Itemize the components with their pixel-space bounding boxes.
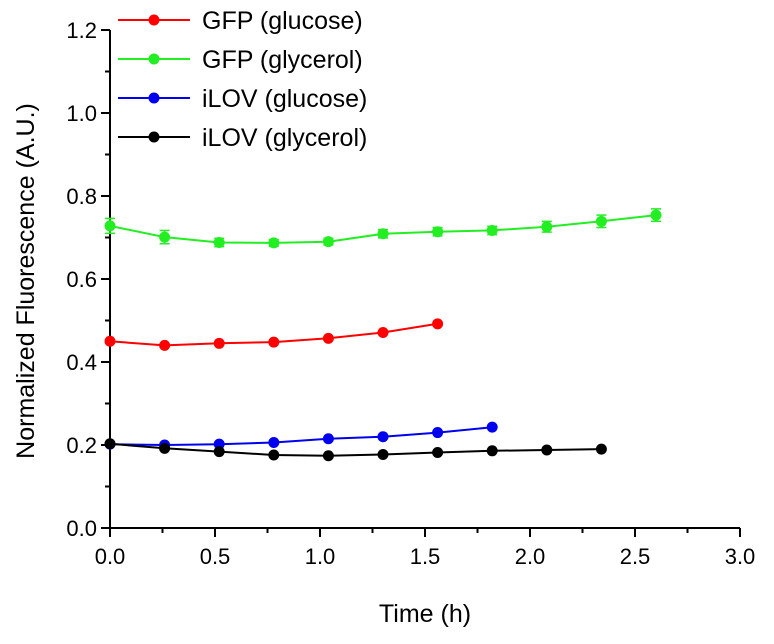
legend-entry-3: iLOV (glycerol) <box>118 124 367 152</box>
legend-entry-0: GFP (glucose) <box>118 7 363 35</box>
data-point <box>268 437 280 449</box>
data-point <box>213 236 225 248</box>
y-tick-label: 0.8 <box>66 184 97 209</box>
x-tick-label: 1.0 <box>305 544 336 569</box>
data-point <box>268 449 280 461</box>
data-point <box>159 442 171 454</box>
legend-label: iLOV (glucose) <box>202 85 367 113</box>
data-point <box>213 337 225 349</box>
data-point <box>486 224 498 236</box>
data-point <box>595 443 607 455</box>
data-point <box>432 226 444 238</box>
data-point <box>104 335 116 347</box>
y-tick-label: 0.2 <box>66 433 97 458</box>
series-3 <box>104 438 607 462</box>
y-tick-label: 0.6 <box>66 267 97 292</box>
data-point <box>541 221 553 233</box>
data-point <box>322 433 334 445</box>
legend-marker <box>148 14 160 26</box>
data-point <box>377 228 389 240</box>
y-tick-label: 0.0 <box>66 516 97 541</box>
x-tick-label: 2.5 <box>620 544 651 569</box>
x-tick-label: 3.0 <box>725 544 756 569</box>
legend-marker <box>148 92 160 104</box>
series-layer <box>104 208 662 462</box>
x-tick-label: 0.5 <box>200 544 231 569</box>
data-point <box>377 449 389 461</box>
series-line <box>109 426 493 447</box>
legend-entry-2: iLOV (glucose) <box>118 85 367 113</box>
series-line <box>109 442 602 457</box>
x-tick-label: 0.0 <box>95 544 126 569</box>
legend-marker <box>148 53 160 65</box>
data-point <box>486 421 498 433</box>
x-tick-label: 1.5 <box>410 544 441 569</box>
data-point <box>595 215 607 227</box>
data-point <box>650 209 662 221</box>
series-0 <box>104 318 444 351</box>
data-point <box>322 332 334 344</box>
x-axis-title: Time (h) <box>379 600 471 628</box>
data-point <box>268 336 280 348</box>
y-tick-label: 0.4 <box>66 350 97 375</box>
data-point <box>268 237 280 249</box>
series-1 <box>104 208 662 249</box>
data-point <box>322 450 334 462</box>
data-point <box>432 318 444 330</box>
data-point <box>104 220 116 232</box>
data-point <box>159 339 171 351</box>
data-point <box>377 431 389 443</box>
legend-marker <box>148 131 160 143</box>
axes: 0.0 0.2 0.4 0.6 0.8 1.0 1.2 0.0 0.5 1.0 1.5 2.0 2.5 3… <box>66 18 755 569</box>
legend-entry-1: GFP (glycerol) <box>118 46 363 74</box>
legend-label: GFP (glycerol) <box>202 46 363 74</box>
data-point <box>159 231 171 243</box>
y-tick-label: 1.2 <box>66 18 97 43</box>
data-point <box>213 446 225 458</box>
data-point <box>104 438 116 450</box>
data-point <box>541 444 553 456</box>
x-tick-label: 2.0 <box>515 544 546 569</box>
data-point <box>486 445 498 457</box>
data-point <box>377 327 389 339</box>
y-tick-label: 1.0 <box>66 101 97 126</box>
data-point <box>432 427 444 439</box>
data-point <box>432 446 444 458</box>
legend: GFP (glucose) GFP (glycerol) iLOV (glucose… <box>118 7 367 152</box>
legend-label: GFP (glucose) <box>202 7 363 35</box>
data-point <box>322 236 334 248</box>
legend-label: iLOV (glycerol) <box>202 124 367 152</box>
y-axis-title: Normalized Fluorescence (A.U.) <box>12 103 40 459</box>
